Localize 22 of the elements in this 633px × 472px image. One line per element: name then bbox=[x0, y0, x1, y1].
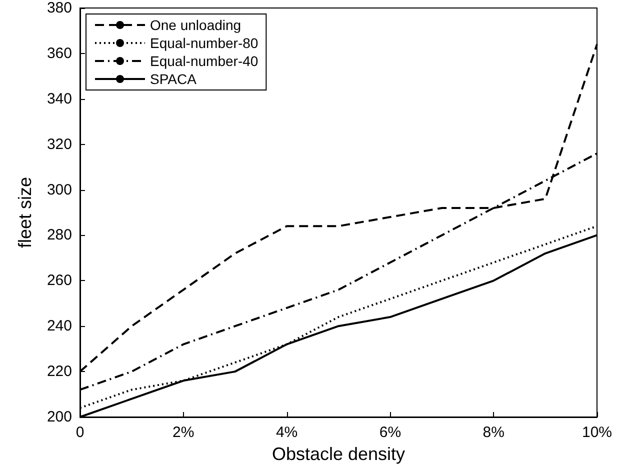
x-tick-label: 4% bbox=[276, 424, 298, 441]
legend-label: SPACA bbox=[150, 71, 198, 87]
legend-label: Equal-number-40 bbox=[150, 53, 258, 69]
y-tick-label: 240 bbox=[46, 318, 72, 335]
x-axis-title: Obstacle density bbox=[272, 444, 406, 464]
y-tick-label: 220 bbox=[46, 363, 72, 380]
y-tick-label: 300 bbox=[46, 181, 72, 198]
y-tick-label: 320 bbox=[46, 136, 72, 153]
y-tick-label: 340 bbox=[46, 90, 72, 108]
legend-label: One unloading bbox=[150, 17, 242, 33]
x-tick-label: 8% bbox=[482, 424, 504, 441]
y-tick-label: 200 bbox=[46, 408, 72, 426]
y-tick-label: 280 bbox=[46, 226, 72, 244]
legend-label: Equal-number-80 bbox=[150, 35, 258, 51]
x-tick-label: 2% bbox=[172, 424, 194, 441]
y-tick-label: 360 bbox=[46, 44, 72, 62]
y-tick-label: 260 bbox=[46, 272, 72, 290]
y-tick-label: 380 bbox=[46, 0, 72, 16]
y-axis-title: fleet size bbox=[15, 176, 35, 248]
x-tick-label: 0 bbox=[76, 424, 84, 441]
x-tick-label: 6% bbox=[379, 424, 402, 441]
x-tick-label: 10% bbox=[582, 424, 612, 441]
